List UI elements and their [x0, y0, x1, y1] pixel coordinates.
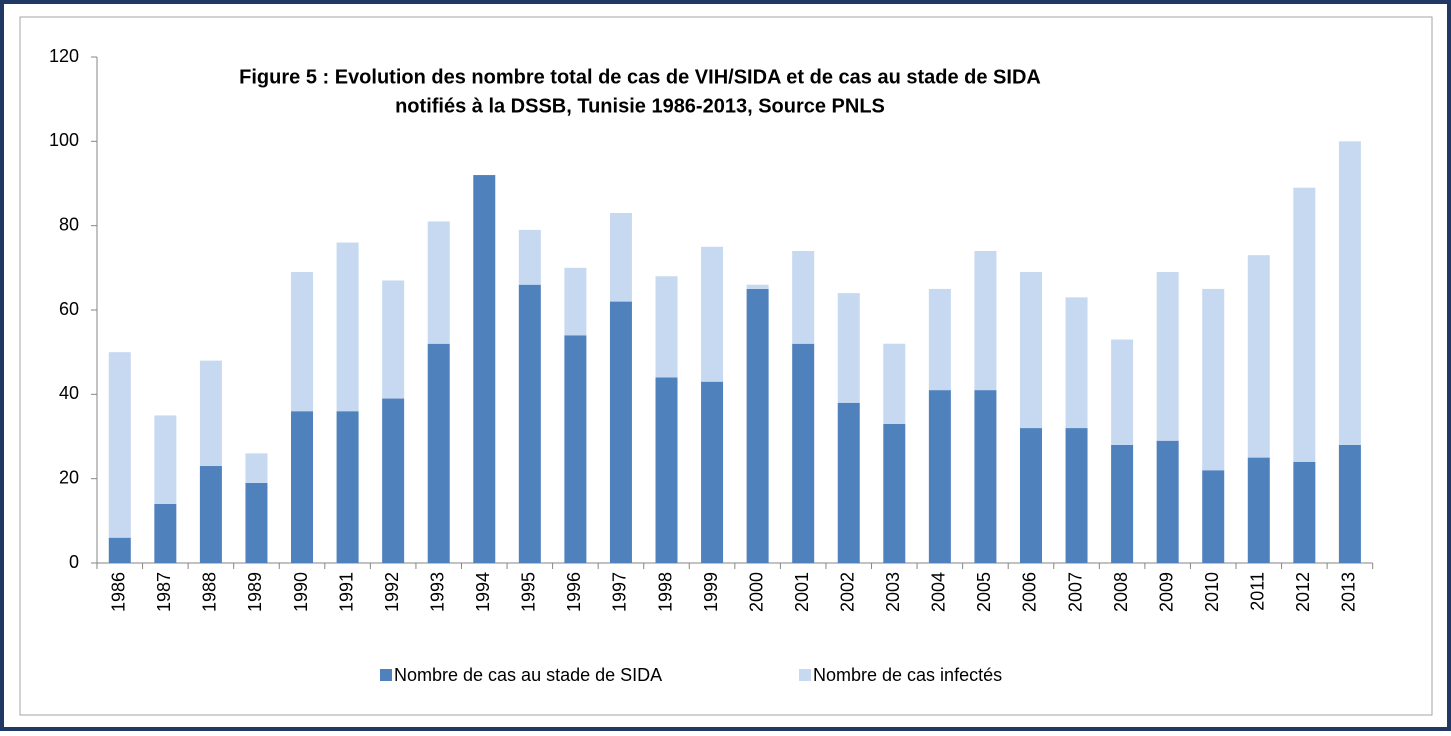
x-tick-label: 2008	[1111, 572, 1131, 612]
y-tick-label: 120	[49, 46, 79, 66]
x-tick-label: 2011	[1248, 572, 1268, 611]
bar-segment	[1065, 297, 1088, 429]
x-tick-label: 2004	[929, 572, 949, 612]
bar-segment	[974, 250, 997, 391]
bar-segment	[928, 390, 951, 563]
bar-segment	[108, 537, 131, 563]
x-tick-label: 1992	[382, 572, 402, 612]
bar-segment	[1019, 428, 1042, 563]
bar-segment	[518, 284, 541, 563]
legend-label: Nombre de cas au stade de SIDA	[394, 665, 662, 685]
bar-segment	[655, 377, 678, 563]
x-tick-label: 1995	[519, 572, 539, 612]
x-tick-label: 2007	[1065, 572, 1085, 612]
bar-segment	[473, 175, 496, 564]
bar-segment	[609, 213, 632, 302]
chart-title: notifiés à la DSSB, Tunisie 1986-2013, S…	[395, 95, 885, 117]
chart-frame	[19, 16, 1433, 716]
x-tick-label: 1999	[701, 572, 721, 612]
x-tick-label: 1987	[154, 572, 174, 612]
x-tick-label: 1989	[245, 572, 265, 612]
bar-segment	[837, 402, 860, 563]
bar-segment	[336, 411, 359, 563]
bar-segment	[701, 381, 724, 563]
bar-segment	[1111, 339, 1134, 445]
x-tick-label: 1998	[655, 572, 675, 612]
bar-segment	[245, 453, 268, 483]
x-tick-label: 2005	[974, 572, 994, 612]
bar-segment	[1065, 428, 1088, 563]
x-tick-label: 2001	[792, 572, 812, 612]
x-tick-label: 2003	[883, 572, 903, 612]
x-tick-label: 1993	[427, 572, 447, 612]
bar-segment	[1156, 272, 1179, 441]
bar-segment	[1338, 444, 1361, 563]
x-tick-label: 2009	[1156, 572, 1176, 612]
y-tick-label: 40	[59, 383, 79, 403]
bar-segment	[199, 466, 222, 563]
bar-segment	[564, 335, 587, 563]
bar-segment	[746, 284, 769, 289]
x-tick-label: 1994	[473, 572, 493, 612]
bar-segment	[1293, 187, 1316, 462]
bar-segment	[291, 411, 314, 563]
bar-segment	[427, 221, 450, 344]
bar-segment	[382, 398, 405, 563]
bar-segment	[928, 288, 951, 391]
x-tick-label: 1988	[200, 572, 220, 612]
bar-segment	[291, 272, 314, 412]
bar-segment	[1019, 272, 1042, 429]
bar-segment	[108, 352, 131, 538]
legend-swatch	[799, 669, 811, 681]
legend-swatch	[380, 669, 392, 681]
y-tick-label: 80	[59, 214, 79, 234]
bar-segment	[1247, 457, 1270, 563]
bar-segment	[609, 301, 632, 563]
bar-segment	[974, 390, 997, 563]
y-tick-label: 0	[69, 552, 79, 572]
bar-segment	[1293, 461, 1316, 563]
bar-segment	[701, 246, 724, 382]
bar-segment	[382, 280, 405, 399]
bar-segment	[792, 250, 815, 344]
x-tick-label: 1991	[336, 572, 356, 612]
bar-segment	[1111, 444, 1134, 563]
y-tick-label: 20	[59, 467, 79, 487]
legend-label: Nombre de cas infectés	[813, 665, 1002, 685]
x-tick-label: 1990	[291, 572, 311, 612]
bar-segment	[199, 360, 222, 467]
x-tick-label: 2013	[1339, 572, 1359, 612]
x-tick-label: 1986	[109, 572, 129, 612]
bar-segment	[837, 293, 860, 403]
x-tick-label: 2002	[837, 572, 857, 612]
chart-title: Figure 5 : Evolution des nombre total de…	[239, 66, 1041, 88]
y-tick-label: 100	[49, 130, 79, 150]
bar-segment	[1202, 470, 1225, 563]
bar-segment	[245, 482, 268, 563]
bar-segment	[655, 276, 678, 378]
x-tick-label: 2012	[1293, 572, 1313, 612]
x-tick-label: 2010	[1202, 572, 1222, 612]
bar-segment	[883, 423, 906, 563]
y-tick-label: 60	[59, 299, 79, 319]
bar-segment	[154, 503, 177, 563]
x-tick-label: 1996	[564, 572, 584, 612]
bar-segment	[1156, 440, 1179, 563]
bar-segment	[746, 288, 769, 563]
bar-segment	[564, 267, 587, 336]
bar-segment	[336, 242, 359, 412]
bar-segment	[518, 229, 541, 285]
bar-segment	[1202, 288, 1225, 471]
bar-segment	[427, 343, 450, 563]
x-tick-label: 2000	[746, 572, 766, 612]
bar-segment	[154, 415, 177, 504]
bar-segment	[792, 343, 815, 563]
x-tick-label: 1997	[610, 572, 630, 612]
bar-segment	[883, 343, 906, 424]
bar-segment	[1247, 255, 1270, 458]
x-tick-label: 2006	[1020, 572, 1040, 612]
bar-segment	[1338, 141, 1361, 445]
